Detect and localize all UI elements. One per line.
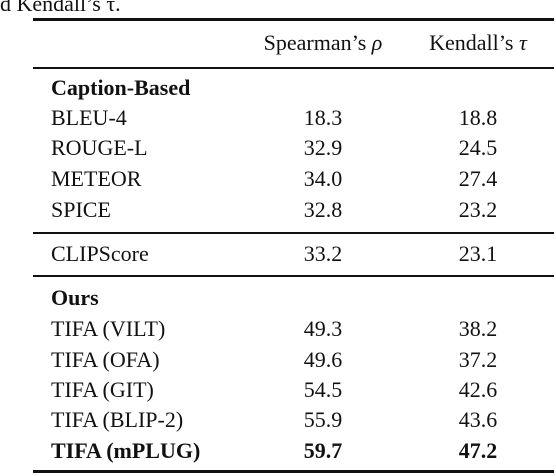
caption-fragment: d Kendall’s τ. [0,0,121,16]
metric-name: TIFA (mPLUG) [51,438,201,463]
kendall-value: 47.2 [458,438,498,463]
section-rule [33,275,554,277]
table-row: TIFA (BLIP-2) 55.9 43.6 [33,405,554,435]
metric-name: TIFA (BLIP-2) [51,407,184,432]
header-spearman-symbol: ρ [371,30,383,55]
spearman-value: 33.2 [303,241,343,266]
kendall-value: 42.6 [458,377,498,402]
table-row: TIFA (OFA) 49.6 37.2 [33,345,554,375]
kendall-value: 24.5 [458,135,498,160]
spearman-value: 34.0 [303,166,343,191]
metric-name: ROUGE-L [51,135,148,160]
kendall-value: 23.1 [458,241,498,266]
header-spearman-label: Spearman’s [263,30,367,55]
spearman-value: 32.9 [303,135,343,160]
kendall-value: 38.2 [458,316,498,341]
header-row: Spearman’s ρ Kendall’s τ [33,28,554,58]
table-row: METEOR 34.0 27.4 [33,164,554,194]
kendall-value: 27.4 [458,166,498,191]
spearman-value: 18.3 [303,105,343,130]
header-spearman: Spearman’s ρ [223,28,423,58]
table-row: CLIPScore 33.2 23.1 [33,239,554,269]
group-title-caption-based: Caption-Based [51,75,191,100]
top-rule [33,18,554,21]
table-row: BLEU-4 18.3 18.8 [33,103,554,133]
table-row: SPICE 32.8 23.2 [33,195,554,225]
metric-name: TIFA (GIT) [51,377,154,402]
table-row: TIFA (GIT) 54.5 42.6 [33,375,554,405]
group-title: Caption-Based [33,73,554,103]
metric-name: TIFA (VILT) [51,316,166,341]
section-rule [33,232,554,234]
metric-name: SPICE [51,197,111,222]
group-title: Ours [33,283,554,313]
kendall-value: 43.6 [458,407,498,432]
header-kendall-symbol: τ [518,30,527,55]
metric-name: BLEU-4 [51,105,127,130]
table-row: TIFA (VILT) 49.3 38.2 [33,314,554,344]
spearman-value: 59.7 [303,438,343,463]
metric-name: CLIPScore [51,241,149,266]
metric-name: METEOR [51,166,142,191]
table-row-best: TIFA (mPLUG) 59.7 47.2 [33,436,554,466]
kendall-value: 18.8 [458,105,498,130]
table-row: ROUGE-L 32.9 24.5 [33,133,554,163]
metric-name: TIFA (OFA) [51,347,160,372]
header-rule [33,67,554,69]
spearman-value: 49.6 [303,347,343,372]
spearman-value: 32.8 [303,197,343,222]
group-title-ours: Ours [51,285,99,310]
header-kendall-label: Kendall’s [429,30,514,55]
spearman-value: 49.3 [303,316,343,341]
kendall-value: 37.2 [458,347,498,372]
spearman-value: 55.9 [303,407,343,432]
header-kendall: Kendall’s τ [403,28,553,58]
kendall-value: 23.2 [458,197,498,222]
bottom-rule [33,470,554,473]
spearman-value: 54.5 [303,377,343,402]
